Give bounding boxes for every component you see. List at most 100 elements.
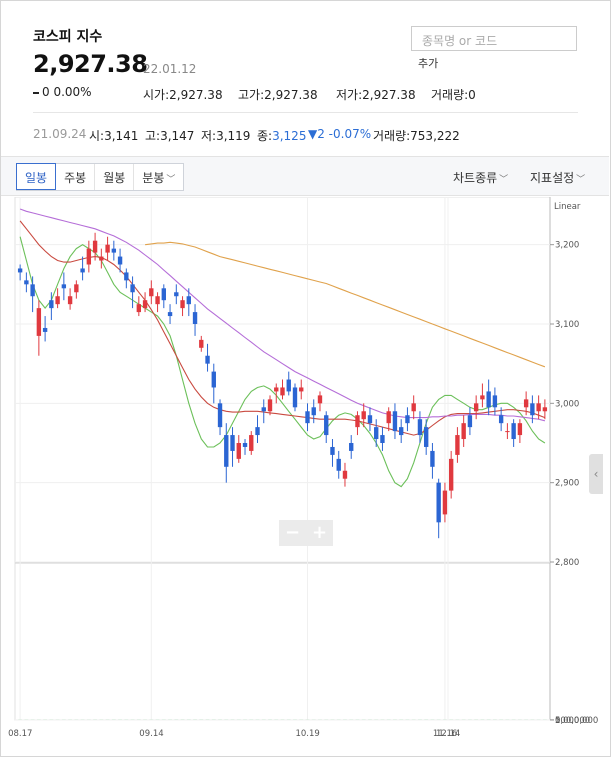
info-close-label: 종: — [257, 129, 273, 143]
indicator-settings-label: 지표설정 — [530, 171, 575, 185]
tab-monthly[interactable]: 월봉 — [95, 164, 135, 190]
zoom-in-button[interactable]: + — [311, 522, 328, 543]
candle-body — [480, 395, 485, 400]
candle-body — [124, 272, 129, 281]
vol-tick-label: 1,000,000 — [555, 716, 598, 726]
candle-body — [55, 296, 60, 305]
x-tick-label: 10.19 — [295, 729, 319, 739]
candle-body — [224, 435, 229, 467]
candle-body — [230, 435, 235, 451]
candle-body — [361, 411, 366, 420]
candle-body — [530, 403, 535, 416]
price-chart[interactable]: 3,200 3,100 3,000 2,900 2,800 Linear 1,000,000… — [0, 196, 611, 746]
stat-low: 저가:2,927.38 — [336, 88, 416, 102]
candle-body — [330, 446, 335, 455]
candle-body — [442, 490, 448, 515]
candle-body — [498, 415, 504, 424]
x-tick-label: 09.14 — [139, 729, 163, 739]
stat-high: 고가:2,927.38 — [238, 88, 318, 102]
candle-body — [492, 395, 498, 408]
side-panel-toggle[interactable]: ‹ — [589, 454, 603, 494]
zoom-control: − + — [279, 520, 333, 546]
candle-body — [355, 415, 360, 428]
candle-body — [74, 284, 79, 293]
info-open: 시:3,141 — [89, 129, 139, 143]
candle-body — [242, 443, 248, 447]
chart-type-label: 차트종류 — [453, 171, 498, 185]
candle-body — [280, 387, 285, 396]
current-price: 2,927.38 — [33, 50, 148, 78]
candle-body — [86, 248, 92, 265]
tab-daily[interactable]: 일봉 — [16, 163, 57, 190]
stat-volume: 거래량:0 — [431, 88, 476, 102]
candle-body — [199, 339, 204, 348]
x-tick-label: 11.16 — [433, 729, 457, 739]
info-close: 종:3,125 — [257, 127, 306, 144]
candle-body — [317, 395, 323, 404]
scale-label: Linear — [554, 202, 581, 212]
candle-body — [380, 435, 385, 443]
candle-body — [130, 284, 135, 293]
period-tabs: 일봉 주봉 월봉 분봉 ﹀ — [16, 163, 185, 191]
candle-body — [249, 435, 254, 451]
chart-toolbar: 일봉 주봉 월봉 분봉 ﹀ 차트종류 ﹀ 지표설정 ﹀ — [1, 156, 609, 196]
chevron-down-icon: ﹀ — [166, 175, 176, 185]
ma-line-ma5 — [19, 236, 546, 488]
candle-body — [411, 403, 416, 412]
tab-weekly[interactable]: 주봉 — [56, 164, 96, 190]
candle-body — [517, 423, 523, 436]
candle-body — [117, 256, 123, 265]
candle-body — [211, 371, 216, 388]
candle-body — [24, 280, 29, 285]
candle-body — [386, 411, 391, 424]
candle-body — [448, 458, 454, 491]
price-date: 22.01.12 — [143, 62, 197, 76]
indicator-settings-menu[interactable]: 지표설정 ﹀ — [530, 169, 585, 186]
stat-low-value: 2,927.38 — [362, 88, 416, 102]
candle-body — [286, 379, 291, 392]
candle-body — [155, 296, 160, 305]
candle-body — [292, 387, 298, 408]
candle-body — [17, 268, 23, 273]
candle-body — [399, 427, 404, 436]
candle-body — [311, 407, 316, 416]
candle-body — [111, 248, 117, 253]
ma-line-ma60 — [19, 208, 546, 422]
chart-type-menu[interactable]: 차트종류 ﹀ — [453, 169, 508, 186]
stat-volume-value: 0 — [468, 88, 476, 102]
candle-body — [80, 268, 85, 273]
candle-body — [30, 284, 35, 297]
index-title: 코스피 지수 — [33, 29, 103, 45]
stat-high-label: 고가 — [238, 88, 261, 102]
stat-low-label: 저가 — [336, 88, 359, 102]
chevron-left-icon: ‹ — [593, 467, 599, 481]
tab-minute[interactable]: 분봉 ﹀ — [134, 164, 183, 190]
plot-border — [14, 196, 551, 721]
x-tick-label: 08.17 — [8, 729, 32, 739]
candle-body — [161, 288, 166, 301]
candle-body — [167, 312, 173, 317]
candle-body — [136, 304, 142, 313]
candle-body — [255, 427, 260, 436]
candle-body — [417, 419, 423, 436]
candle-body — [461, 423, 466, 440]
y-tick-label: 2,900 — [555, 479, 579, 489]
candle-body — [42, 327, 48, 332]
info-change: ▼2 -0.07% — [308, 127, 372, 141]
candle-body — [149, 288, 154, 297]
candle-body — [192, 312, 198, 324]
candle-body — [473, 403, 479, 412]
price-change: 0 0.00% — [33, 85, 92, 99]
stat-high-value: 2,927.38 — [264, 88, 318, 102]
candle-body — [99, 256, 104, 261]
candle-body — [305, 411, 310, 424]
add-button[interactable]: 추가 — [418, 57, 439, 70]
candle-body — [217, 403, 223, 428]
chart-svg[interactable]: 3,200 3,100 3,000 2,900 2,800 Linear 1,000,000… — [0, 196, 611, 742]
candle-body — [505, 431, 510, 433]
zoom-out-button[interactable]: − — [284, 522, 301, 543]
stock-search-input[interactable]: 종목명 or 코드 — [411, 26, 577, 51]
candle-body — [36, 308, 42, 336]
tab-minute-label: 분봉 — [142, 171, 165, 185]
candle-body — [430, 450, 435, 467]
